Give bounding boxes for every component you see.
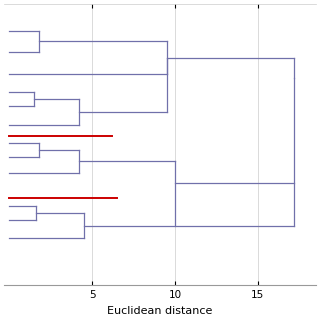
X-axis label: Euclidean distance: Euclidean distance [107,306,213,316]
